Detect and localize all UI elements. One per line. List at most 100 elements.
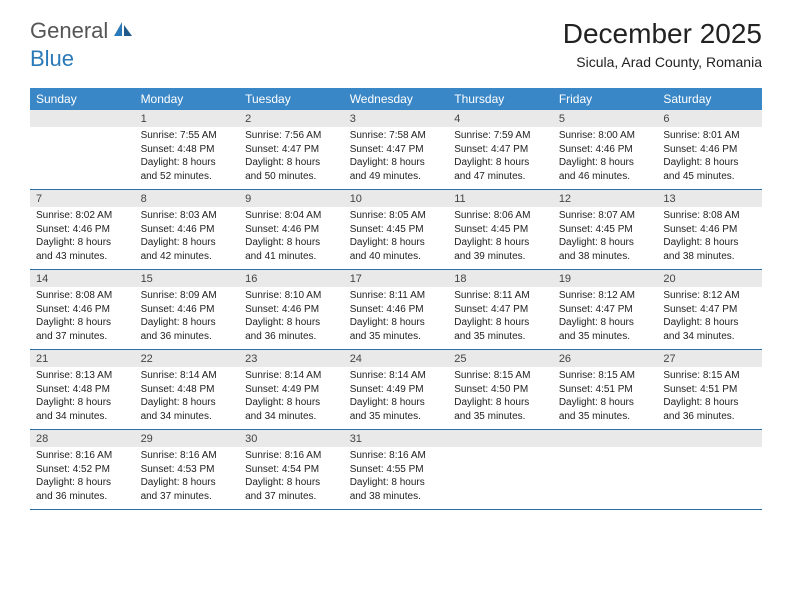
sunrise-text: Sunrise: 8:09 AM [141, 289, 234, 303]
day-number: 1 [135, 110, 240, 127]
sunset-text: Sunset: 4:46 PM [36, 223, 129, 237]
daylight-text-2: and 38 minutes. [350, 490, 443, 504]
day-number: 7 [30, 190, 135, 208]
daylight-text-1: Daylight: 8 hours [141, 156, 234, 170]
day-number [30, 110, 135, 127]
daylight-text-1: Daylight: 8 hours [245, 476, 338, 490]
daylight-text-1: Daylight: 8 hours [350, 396, 443, 410]
sunset-text: Sunset: 4:48 PM [141, 143, 234, 157]
sunset-text: Sunset: 4:47 PM [454, 143, 547, 157]
day-number: 8 [135, 190, 240, 208]
daylight-text-2: and 40 minutes. [350, 250, 443, 264]
daylight-text-1: Daylight: 8 hours [559, 156, 652, 170]
logo-text-general: General [30, 18, 108, 44]
sunrise-text: Sunrise: 8:06 AM [454, 209, 547, 223]
day-number: 17 [344, 270, 449, 288]
daylight-text-1: Daylight: 8 hours [36, 396, 129, 410]
day-cell: Sunrise: 7:55 AMSunset: 4:48 PMDaylight:… [135, 127, 240, 190]
day-content-row: Sunrise: 8:02 AMSunset: 4:46 PMDaylight:… [30, 207, 762, 270]
daylight-text-2: and 41 minutes. [245, 250, 338, 264]
sunset-text: Sunset: 4:48 PM [36, 383, 129, 397]
weekday-header: Saturday [657, 88, 762, 110]
day-cell: Sunrise: 8:12 AMSunset: 4:47 PMDaylight:… [553, 287, 658, 350]
daylight-text-1: Daylight: 8 hours [350, 156, 443, 170]
month-title: December 2025 [563, 18, 762, 50]
day-cell: Sunrise: 8:11 AMSunset: 4:47 PMDaylight:… [448, 287, 553, 350]
sunrise-text: Sunrise: 8:07 AM [559, 209, 652, 223]
daylight-text-1: Daylight: 8 hours [559, 396, 652, 410]
daylight-text-1: Daylight: 8 hours [245, 316, 338, 330]
daylight-text-1: Daylight: 8 hours [141, 476, 234, 490]
day-number: 2 [239, 110, 344, 127]
daynum-row: 21222324252627 [30, 350, 762, 368]
sunset-text: Sunset: 4:45 PM [350, 223, 443, 237]
day-cell [553, 447, 658, 510]
daylight-text-1: Daylight: 8 hours [36, 476, 129, 490]
daylight-text-1: Daylight: 8 hours [663, 316, 756, 330]
daylight-text-2: and 35 minutes. [559, 410, 652, 424]
sunset-text: Sunset: 4:51 PM [559, 383, 652, 397]
daynum-row: 78910111213 [30, 190, 762, 208]
day-cell: Sunrise: 8:16 AMSunset: 4:52 PMDaylight:… [30, 447, 135, 510]
day-number: 18 [448, 270, 553, 288]
daylight-text-2: and 37 minutes. [141, 490, 234, 504]
daylight-text-1: Daylight: 8 hours [141, 396, 234, 410]
day-number [657, 430, 762, 448]
sunrise-text: Sunrise: 8:15 AM [663, 369, 756, 383]
day-cell: Sunrise: 8:05 AMSunset: 4:45 PMDaylight:… [344, 207, 449, 270]
day-cell: Sunrise: 8:14 AMSunset: 4:49 PMDaylight:… [344, 367, 449, 430]
sunset-text: Sunset: 4:49 PM [350, 383, 443, 397]
day-cell: Sunrise: 8:15 AMSunset: 4:50 PMDaylight:… [448, 367, 553, 430]
day-cell: Sunrise: 8:06 AMSunset: 4:45 PMDaylight:… [448, 207, 553, 270]
daylight-text-2: and 34 minutes. [141, 410, 234, 424]
day-number: 11 [448, 190, 553, 208]
day-cell: Sunrise: 8:01 AMSunset: 4:46 PMDaylight:… [657, 127, 762, 190]
daylight-text-1: Daylight: 8 hours [245, 236, 338, 250]
daylight-text-2: and 46 minutes. [559, 170, 652, 184]
sunrise-text: Sunrise: 8:16 AM [141, 449, 234, 463]
daylight-text-1: Daylight: 8 hours [350, 316, 443, 330]
sunrise-text: Sunrise: 8:08 AM [663, 209, 756, 223]
daylight-text-2: and 39 minutes. [454, 250, 547, 264]
logo: General [30, 18, 136, 44]
sunrise-text: Sunrise: 8:00 AM [559, 129, 652, 143]
weekday-header: Monday [135, 88, 240, 110]
day-content-row: Sunrise: 7:55 AMSunset: 4:48 PMDaylight:… [30, 127, 762, 190]
sunset-text: Sunset: 4:46 PM [141, 303, 234, 317]
daylight-text-2: and 42 minutes. [141, 250, 234, 264]
sunrise-text: Sunrise: 8:11 AM [350, 289, 443, 303]
daylight-text-1: Daylight: 8 hours [663, 236, 756, 250]
day-content-row: Sunrise: 8:13 AMSunset: 4:48 PMDaylight:… [30, 367, 762, 430]
day-number: 12 [553, 190, 658, 208]
sunrise-text: Sunrise: 8:15 AM [454, 369, 547, 383]
daylight-text-2: and 37 minutes. [245, 490, 338, 504]
day-number: 26 [553, 350, 658, 368]
sunset-text: Sunset: 4:45 PM [454, 223, 547, 237]
day-content-row: Sunrise: 8:16 AMSunset: 4:52 PMDaylight:… [30, 447, 762, 510]
sunset-text: Sunset: 4:49 PM [245, 383, 338, 397]
weekday-header: Thursday [448, 88, 553, 110]
day-number: 6 [657, 110, 762, 127]
day-number: 27 [657, 350, 762, 368]
day-number: 4 [448, 110, 553, 127]
day-cell [30, 127, 135, 190]
sunrise-text: Sunrise: 8:14 AM [350, 369, 443, 383]
weekday-header: Tuesday [239, 88, 344, 110]
sunset-text: Sunset: 4:46 PM [245, 223, 338, 237]
day-number: 31 [344, 430, 449, 448]
logo-text-blue: Blue [30, 46, 74, 71]
day-cell: Sunrise: 7:59 AMSunset: 4:47 PMDaylight:… [448, 127, 553, 190]
sunset-text: Sunset: 4:47 PM [350, 143, 443, 157]
daylight-text-1: Daylight: 8 hours [36, 236, 129, 250]
sunset-text: Sunset: 4:47 PM [559, 303, 652, 317]
sunset-text: Sunset: 4:45 PM [559, 223, 652, 237]
day-number: 5 [553, 110, 658, 127]
daylight-text-2: and 36 minutes. [663, 410, 756, 424]
sunrise-text: Sunrise: 8:16 AM [36, 449, 129, 463]
page-header: General December 2025 Sicula, Arad Count… [0, 0, 792, 78]
day-cell: Sunrise: 8:15 AMSunset: 4:51 PMDaylight:… [553, 367, 658, 430]
daylight-text-2: and 45 minutes. [663, 170, 756, 184]
day-number: 10 [344, 190, 449, 208]
daylight-text-2: and 49 minutes. [350, 170, 443, 184]
sunrise-text: Sunrise: 7:55 AM [141, 129, 234, 143]
